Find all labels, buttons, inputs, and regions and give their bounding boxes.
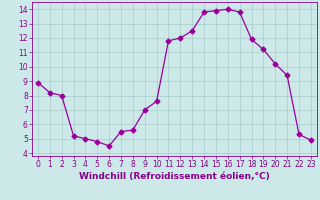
X-axis label: Windchill (Refroidissement éolien,°C): Windchill (Refroidissement éolien,°C) (79, 172, 270, 181)
